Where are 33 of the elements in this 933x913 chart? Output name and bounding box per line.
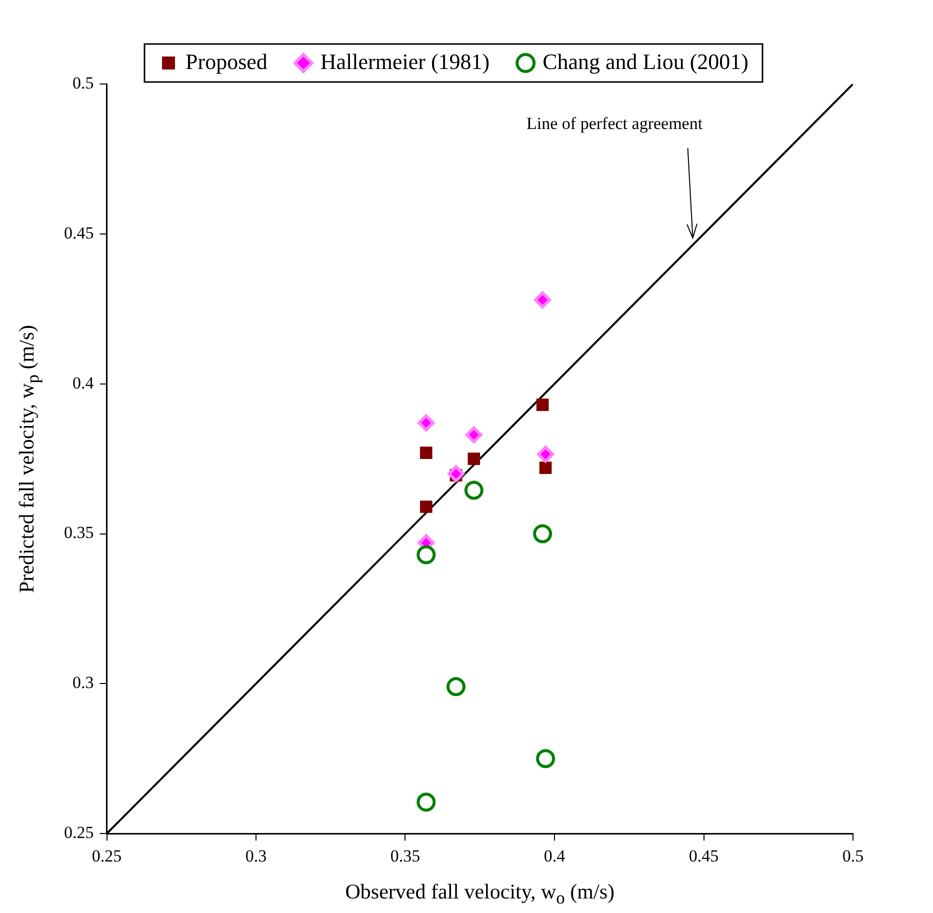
point xyxy=(416,792,436,812)
point xyxy=(420,446,432,459)
point xyxy=(536,398,549,411)
point xyxy=(539,462,552,474)
point xyxy=(534,291,552,308)
y-tick-label: 0.35 xyxy=(64,523,94,542)
point xyxy=(464,480,484,500)
point xyxy=(447,465,464,482)
x-tick-label: 0.25 xyxy=(92,846,122,866)
y-tick-label: 0.3 xyxy=(72,673,94,692)
y-tick-label: 0.4 xyxy=(72,373,94,392)
point xyxy=(533,524,552,544)
point xyxy=(537,446,554,463)
x-axis-title: Observed fall velocity, w$_{o}$ (m/s) xyxy=(345,879,614,908)
legend-label: Proposed xyxy=(186,48,268,74)
x-tick-label: 0.35 xyxy=(390,846,420,866)
y-tick-label: 0.5 xyxy=(72,73,94,92)
point xyxy=(418,414,435,432)
x-tick-label: 0.5 xyxy=(842,846,864,866)
annotation: Line of perfect agreement xyxy=(526,114,703,134)
point xyxy=(446,677,466,696)
point xyxy=(465,426,482,444)
x-tick-label: 0.4 xyxy=(544,846,566,866)
point xyxy=(468,452,480,465)
point xyxy=(416,545,436,564)
legend-label: Hallermeier (1981) xyxy=(320,48,490,74)
y-tick-label: 0.25 xyxy=(64,823,94,842)
x-tick-label: 0.3 xyxy=(245,846,267,866)
x-tick-label: 0.45 xyxy=(688,846,719,866)
legend-label: Chang and Liou (2001) xyxy=(542,48,748,74)
point xyxy=(420,500,432,513)
y-tick-label: 0.45 xyxy=(64,223,94,242)
point xyxy=(536,749,556,768)
